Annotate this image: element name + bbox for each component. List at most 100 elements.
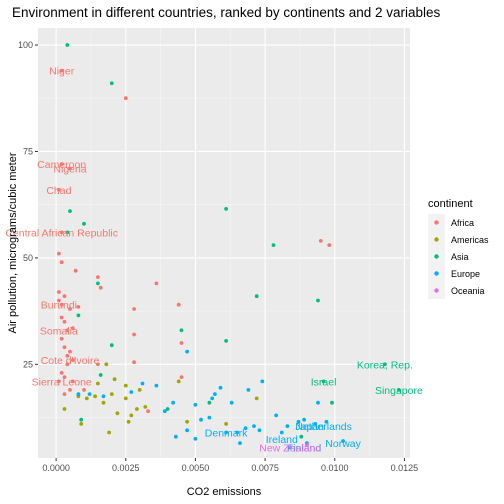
point-americas [84, 396, 89, 401]
point-europe [193, 402, 198, 407]
point-asia [179, 328, 184, 333]
y-tick-label: 50 [23, 253, 33, 263]
x-tick-label: 0.0075 [251, 463, 279, 473]
legend-label: Asia [451, 252, 469, 262]
point-europe [171, 400, 176, 405]
y-tick-label: 100 [18, 40, 33, 50]
point-americas [176, 379, 181, 384]
point-americas [137, 388, 142, 392]
point-europe [154, 383, 159, 388]
point-africa [59, 371, 64, 375]
point-asia [82, 221, 86, 226]
x-axis-title: CO2 emissions [187, 486, 262, 498]
point-europe [140, 381, 145, 386]
point-africa [57, 187, 61, 192]
point-europe [193, 436, 198, 441]
point-africa [59, 315, 64, 320]
point-europe [162, 409, 167, 414]
point-africa [132, 307, 137, 311]
point-europe [185, 349, 190, 354]
point-africa [68, 349, 72, 354]
point-asia [65, 43, 70, 47]
point-europe [257, 428, 262, 433]
point-africa [318, 239, 323, 243]
point-americas [129, 413, 134, 418]
point-africa [76, 305, 81, 309]
point-asia [98, 373, 103, 377]
point-europe [324, 419, 329, 424]
legend: continent Africa Americas Asia Europe Oceani… [428, 198, 489, 299]
point-americas [112, 377, 117, 382]
y-tick-label: 25 [23, 359, 33, 369]
point-europe [199, 417, 203, 422]
point-europe [252, 424, 256, 428]
point-africa [59, 68, 64, 73]
point-americas [123, 396, 128, 401]
point-americas [143, 405, 148, 409]
point-europe [279, 430, 284, 435]
point-africa [132, 332, 137, 337]
point-americas [254, 396, 259, 401]
data-points [57, 43, 401, 450]
point-africa [62, 345, 67, 350]
point-asia [224, 207, 229, 211]
country-label: Central African Republic [5, 227, 118, 239]
country-label: Cote d'Ivoire [41, 355, 100, 367]
point-africa [179, 341, 184, 345]
point-asia [96, 281, 100, 286]
point-americas [101, 400, 106, 405]
point-asia [330, 400, 334, 405]
point-asia [383, 362, 387, 367]
minor-gridlines [38, 28, 410, 458]
point-americas [135, 407, 139, 411]
point-asia [79, 417, 84, 422]
point-asia [76, 313, 81, 318]
country-label: Singapore [375, 385, 423, 397]
point-africa [176, 302, 181, 307]
point-europe [213, 392, 217, 396]
x-tick-label: 0.0000 [42, 463, 70, 473]
point-asia [321, 379, 326, 384]
country-label: Niger [49, 66, 75, 78]
point-africa [62, 294, 67, 299]
point-europe [341, 439, 345, 443]
point-africa [70, 326, 75, 330]
point-africa [146, 409, 151, 414]
y-axis-title: Air pollution, micrograms/cubic meter [7, 152, 19, 333]
point-europe [101, 394, 106, 399]
legend-key-point [434, 237, 439, 242]
y-tick-label: 75 [23, 146, 33, 156]
point-asia [397, 388, 401, 392]
legend-label: Americas [451, 235, 489, 245]
point-africa [179, 375, 184, 379]
point-europe [207, 415, 212, 420]
point-africa [59, 230, 64, 235]
point-europe [302, 417, 306, 422]
point-africa [57, 298, 61, 303]
point-asia [68, 209, 72, 214]
point-africa [98, 285, 103, 290]
point-oceania [288, 445, 293, 450]
point-africa [59, 162, 64, 167]
point-africa [132, 360, 137, 365]
point-europe [229, 400, 234, 405]
country-label: Burundi [41, 300, 77, 312]
point-africa [68, 307, 72, 311]
point-africa [327, 243, 332, 248]
x-tick-label: 0.0025 [112, 463, 140, 473]
legend-key-point [434, 271, 439, 276]
chart-title: Environment in different countries, rank… [12, 5, 440, 20]
point-europe [235, 430, 240, 435]
point-europe [185, 428, 190, 433]
point-africa [59, 302, 64, 307]
point-africa [70, 379, 75, 384]
point-europe [260, 379, 265, 384]
point-africa [65, 362, 70, 367]
point-americas [123, 383, 128, 388]
y-axis-ticks: 25 50 75 100 [18, 40, 38, 369]
point-asia [65, 230, 70, 235]
country-label: Norway [325, 438, 361, 450]
country-label: Netherlands [295, 421, 352, 433]
point-africa [82, 388, 86, 392]
